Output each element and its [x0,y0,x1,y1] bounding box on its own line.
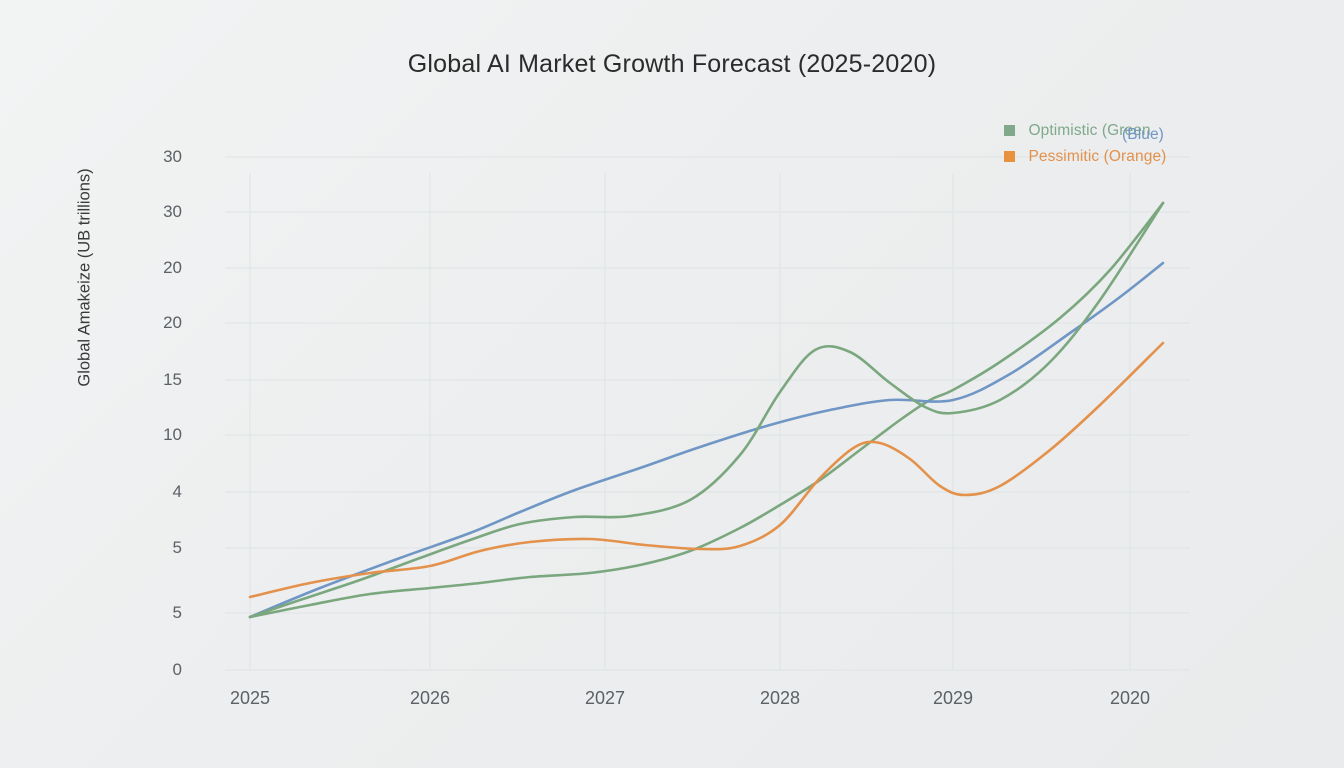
y-tick-label: 5 [172,538,182,557]
y-tick-label: 30 [163,147,182,166]
legend-item-optimistic[interactable]: Optimistic (Green (Blue) [1004,122,1334,148]
x-tick-label: 2020 [1109,688,1151,708]
y-axis-tick-labels: 30 30 20 20 15 10 4 5 5 0 [130,0,182,768]
series-line [248,261,1165,619]
y-tick-label: 20 [163,313,182,332]
legend-label-blue-overlay: (Blue) [1122,126,1164,143]
y-tick-label: 15 [163,370,182,389]
chart-legend: Optimistic (Green (Blue) Pessimitic (Ora… [1004,122,1334,174]
x-tick-label: 2025 [229,688,271,708]
legend-label-pessimistic: Pessimitic (Orange) [1028,148,1167,165]
y-tick-label: 4 [172,482,182,501]
chart-title: Global AI Market Growth Forecast (2025-2… [407,50,937,78]
x-tick-label: 2027 [584,688,626,708]
y-tick-label: 30 [163,202,182,221]
series-line [248,201,1165,619]
series-line [248,341,1165,599]
legend-item-pessimistic[interactable]: Pessimitic (Orange) [1004,148,1334,174]
y-tick-label: 5 [172,603,182,622]
vertical-gridlines [249,173,1131,670]
series-lines-group [248,201,1165,619]
series-line [248,201,1165,619]
legend-label-optimistic: Optimistic (Green [1028,122,1151,139]
y-tick-label: 20 [163,258,182,277]
x-tick-label: 2029 [932,688,974,708]
y-tick-label: 0 [172,660,182,679]
legend-swatch-green [1004,124,1015,136]
x-tick-label: 2028 [759,688,801,708]
horizontal-gridlines [225,156,1190,671]
y-axis-title: Global Amakeize (UB trillions) [75,168,94,387]
x-tick-label: 2026 [409,688,451,708]
legend-swatch-orange [1004,150,1015,162]
y-tick-label: 10 [163,425,182,444]
